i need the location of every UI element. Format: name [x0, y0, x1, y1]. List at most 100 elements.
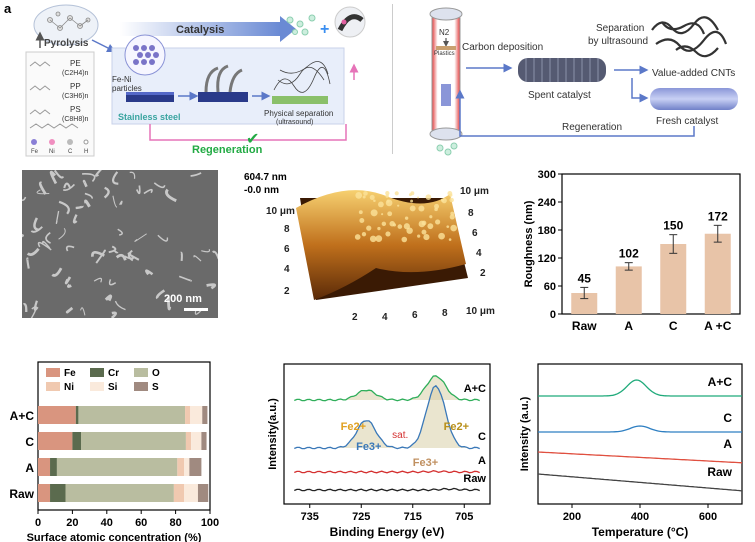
afm-grain [425, 194, 432, 200]
afm-max-label: 604.7 nm [244, 172, 287, 183]
fresh-catalyst-icon [650, 88, 738, 110]
catalyst-in-reactor-icon [441, 84, 451, 106]
checkmark-icon: ✔ [246, 131, 259, 148]
catalysis-arrow-head-icon [280, 16, 296, 42]
regeneration-label-a: Regeneration [192, 144, 263, 156]
afm-grain [409, 205, 416, 212]
surface-x-tick-label: 0 [35, 517, 41, 529]
xps-y-axis-label: Intensity(a.u.) [267, 398, 279, 470]
afm-grain [421, 229, 427, 235]
xps-annotation: Fe2+ [444, 421, 469, 433]
xps-x-tick-label: 705 [455, 511, 473, 523]
sem-ridge [37, 241, 52, 251]
h-atom-icon [83, 139, 89, 145]
to-fresh-arrow [631, 78, 649, 103]
sem-ridge [62, 183, 76, 192]
afm-grain [438, 232, 445, 240]
roughness-x-tick-label: C [669, 319, 678, 333]
sem-ridge [66, 283, 72, 288]
sem-ridge [157, 234, 169, 242]
surface-legend-swatch [46, 382, 60, 391]
xps-series-line [294, 470, 480, 474]
sem-ridge [51, 267, 63, 277]
afm-grain [397, 224, 403, 229]
afm-grain [449, 197, 454, 203]
polymer-ps-formula: (C8H8)n [62, 116, 89, 123]
scale-bar-icon [184, 308, 208, 311]
surface-bar-segment [81, 432, 186, 450]
sem-ridge [33, 217, 40, 231]
afm-grain [381, 213, 384, 216]
roughness-y-tick-label: 240 [538, 197, 556, 209]
sem-ridge [22, 303, 28, 313]
sem-texture [22, 170, 218, 318]
sem-ridge [165, 188, 177, 203]
afm-right-tick-3: 4 [476, 248, 482, 259]
sem-ridge [104, 294, 113, 302]
pyrolysis-label: Pyrolysis [44, 38, 89, 49]
sem-ridge [153, 182, 166, 189]
sem-ridge [115, 253, 127, 261]
afm-grain [403, 223, 410, 230]
separation-label: Separation [596, 23, 644, 34]
surface-legend-label: Ni [64, 382, 74, 393]
surface-bar-segment [50, 484, 66, 502]
roughness-data-label: 150 [663, 219, 683, 233]
surface-legend-label: Fe [64, 368, 76, 379]
afm-surface-top [296, 190, 466, 300]
sem-ridge [72, 214, 78, 224]
sem-ridge [49, 170, 58, 185]
tpo-x-axis-label: Temperature (°C) [592, 525, 689, 539]
surface-bar-segment [75, 406, 79, 424]
panel-g-xps-chart: A+C CA Raw Fe2+ sat. Fe3+ Fe2+ Fe3+ 735 725 715 705… [267, 363, 491, 539]
stainless-steel-plate-icon [126, 94, 174, 102]
sem-ridge [22, 196, 27, 201]
particles-label-2: particles [112, 84, 142, 93]
surface-bar-segment [65, 484, 174, 502]
xps-x-axis-label: Binding Energy (eV) [330, 525, 445, 539]
afm-bottom-tick-4: 10 μm [466, 306, 495, 317]
afm-grain [449, 214, 455, 220]
surface-bar-segment [38, 484, 51, 502]
surface-bar-segment [189, 458, 202, 476]
n2-label: N2 [439, 28, 450, 37]
sem-ridge [58, 227, 66, 240]
sem-ridge [64, 276, 72, 285]
afm-grain [435, 219, 441, 225]
afm-grain [450, 224, 457, 232]
tpo-series-line [538, 425, 742, 433]
afm-bottom-tick-0: 2 [352, 312, 358, 323]
value-added-cnts-label: Value-added CNTs [652, 68, 735, 79]
tpo-y-axis-label: Intensity (a.u.) [519, 396, 531, 471]
surface-x-tick-label: 20 [66, 517, 78, 529]
afm-grain [410, 199, 414, 203]
sem-ridge [193, 255, 202, 262]
stainless-steel-label: Stainless steel [118, 112, 181, 122]
afm-bottom-tick-2: 6 [412, 310, 418, 321]
afm-grain [370, 209, 378, 217]
regeneration-loop-line [149, 124, 347, 141]
feed-arrow-icon [91, 39, 117, 53]
tpo-x-tick-label: 400 [631, 511, 649, 523]
xps-x-tick-label: 715 [404, 511, 422, 523]
afm-grain [375, 235, 383, 242]
afm-grain [377, 226, 381, 231]
surface-bar-segment [197, 484, 209, 502]
polymer-pe-formula: (C2H4)n [62, 70, 89, 77]
afm-bottom-tick-3: 8 [442, 308, 448, 319]
afm-grain [366, 225, 372, 231]
afm-grain [354, 234, 361, 240]
afm-grain [394, 191, 399, 196]
afm-bottom-axis: 2 4 6 8 10 μm [352, 306, 495, 323]
roughness-y-tick-label: 300 [538, 169, 556, 181]
afm-grain [362, 195, 366, 199]
xps-annotation: Fe3+ [413, 457, 438, 469]
sem-ridge [155, 289, 166, 300]
sem-ridge [206, 283, 217, 290]
roughness-bar [571, 293, 598, 314]
xps-fill-area [294, 385, 480, 449]
xps-series-label: A+C [464, 383, 486, 395]
legend-h: H [84, 149, 88, 155]
afm-grain [441, 198, 447, 204]
carbon-deposition-label: Carbon deposition [462, 42, 543, 53]
